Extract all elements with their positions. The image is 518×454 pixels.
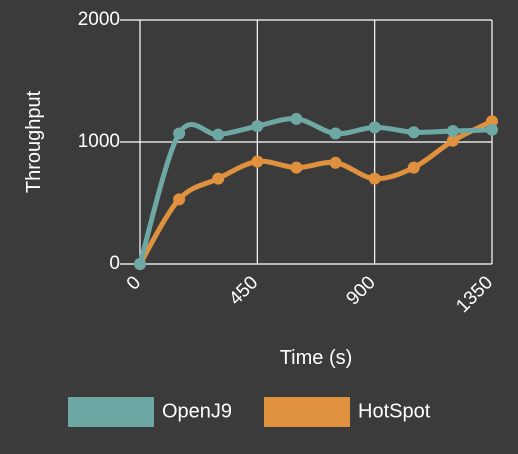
legend-swatch-hotspot — [264, 397, 350, 427]
data-point-openj9 — [368, 121, 381, 134]
data-point-openj9 — [407, 126, 420, 139]
series-layer — [134, 112, 498, 270]
data-point-openj9 — [486, 123, 498, 136]
data-point-openj9 — [173, 127, 186, 140]
series-line-hotspot — [137, 118, 495, 267]
y-tick-label: 1000 — [78, 131, 120, 152]
x-axis-label: Time (s) — [280, 347, 353, 369]
legend-swatch-openj9 — [68, 397, 154, 427]
data-point-hotspot — [329, 156, 342, 169]
legend: OpenJ9 HotSpot — [68, 397, 431, 427]
legend-label-hotspot: HotSpot — [358, 400, 431, 422]
data-point-hotspot — [212, 172, 225, 185]
x-tick-label: 450 — [225, 272, 262, 309]
x-tick-label: 900 — [342, 272, 379, 309]
legend-label-openj9: OpenJ9 — [162, 400, 232, 422]
data-point-openj9 — [446, 125, 459, 138]
ticks: 0 450 900 1350 0 1000 2000 — [78, 9, 497, 317]
data-point-hotspot — [407, 161, 420, 174]
data-point-hotspot — [486, 115, 498, 128]
data-point-hotspot — [173, 193, 186, 206]
grid — [120, 19, 493, 265]
data-point-openj9 — [290, 112, 303, 125]
x-tick-label: 0 — [123, 272, 145, 294]
y-tick-label: 0 — [109, 253, 120, 274]
y-axis-label: Throughput — [23, 90, 45, 193]
data-point-hotspot — [446, 134, 459, 147]
data-point-openj9 — [329, 127, 342, 140]
data-point-hotspot — [251, 155, 264, 168]
data-point-hotspot — [368, 172, 381, 185]
data-point-openj9 — [251, 120, 264, 133]
data-point-openj9 — [212, 128, 225, 141]
data-point-openj9 — [134, 258, 146, 270]
data-point-hotspot — [290, 161, 303, 174]
x-tick-label: 1350 — [452, 272, 497, 317]
y-tick-label: 2000 — [78, 9, 120, 30]
